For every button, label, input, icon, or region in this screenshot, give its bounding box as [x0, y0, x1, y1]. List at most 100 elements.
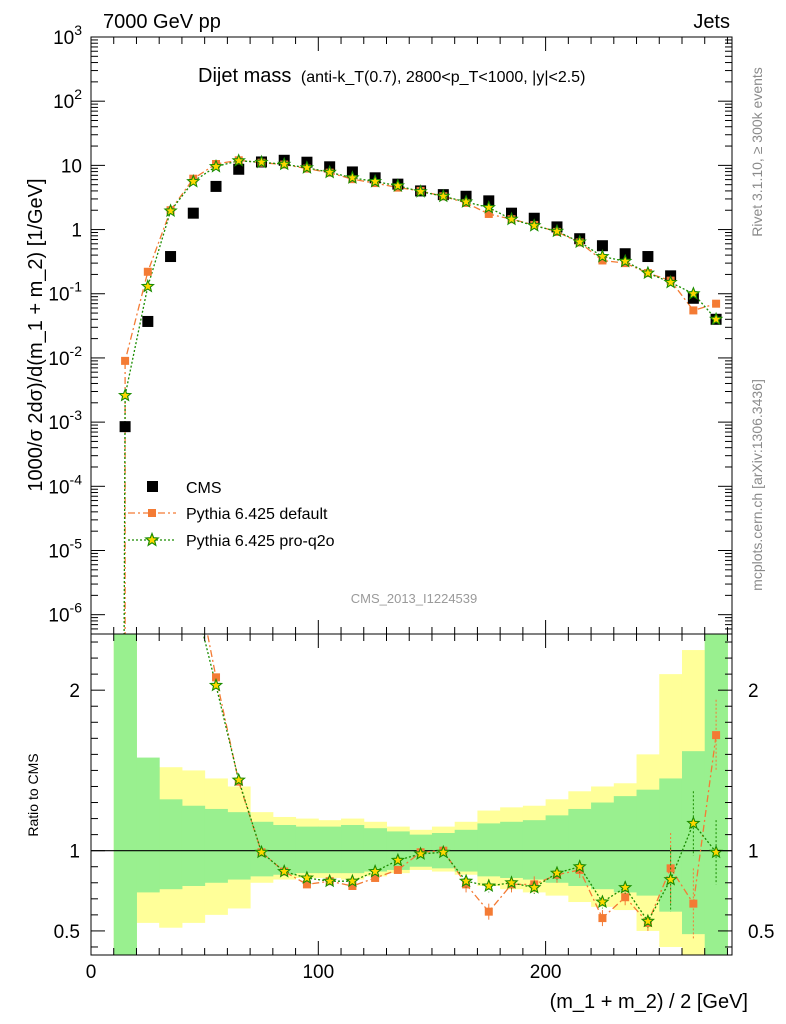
cms-point — [187, 207, 199, 219]
mcplots-label: mcplots.cern.ch [arXiv:1306.3436] — [749, 379, 765, 591]
ratio-point-default — [689, 899, 698, 908]
ratio-point-proq2o — [504, 875, 519, 889]
ratio-tick-label-right: 0.5 — [748, 922, 774, 943]
y-tick-base: 10 — [53, 92, 74, 113]
ratio-uncertainty-bands — [91, 634, 732, 955]
cms-point — [528, 212, 540, 224]
band-inner-bin — [363, 828, 387, 872]
band-inner-bin — [636, 789, 660, 896]
y-tick-label: 102 — [53, 86, 82, 113]
ratio-point-proq2o — [549, 865, 565, 880]
legend-marker-default — [148, 509, 156, 517]
band-inner-bin — [500, 821, 524, 878]
proq2o-point — [254, 154, 269, 169]
proq2o-point — [640, 265, 656, 280]
y-tick-exponent: -1 — [70, 279, 83, 295]
band-inner-bin — [227, 812, 251, 880]
cms-point — [210, 180, 222, 192]
proq2o-point — [299, 160, 315, 174]
y-tick-label: 10-3 — [48, 407, 82, 434]
ratio-point-proq2o — [572, 859, 587, 873]
ratio-point-default — [371, 873, 380, 882]
band-inner-bin — [204, 808, 228, 883]
ratio-point-default — [621, 893, 630, 902]
band-inner-bin — [591, 802, 615, 890]
cms-point — [642, 251, 654, 263]
proq2o-point — [572, 234, 587, 249]
plot-title: Dijet mass (anti-k_T(0.7), 2800<p_T<1000… — [198, 65, 585, 87]
ratio-y-axis-label: Ratio to CMS — [25, 753, 41, 836]
proq2o-point — [504, 211, 519, 226]
legend-marker-cms — [147, 481, 158, 492]
ratio-point-proq2o — [527, 880, 542, 894]
x-tick-label: 100 — [302, 962, 334, 983]
legend-marker-proq2o — [144, 531, 160, 547]
default-point — [712, 299, 721, 308]
x-axis-label: (m_1 + m_2) / 2 [GeV] — [550, 991, 748, 1013]
band-inner-bin — [522, 820, 547, 880]
band-inner-bin — [318, 826, 342, 874]
y-tick-label: 103 — [53, 22, 82, 49]
y-tick-label: 1 — [71, 221, 82, 242]
ratio-point-default — [484, 907, 493, 916]
proq2o-point — [277, 156, 292, 171]
y-axis-label: 1000/σ 2dσ)/d(m_1 + m_2) [1/GeV] — [25, 178, 47, 491]
ratio-tick-label-left: 2 — [69, 681, 80, 702]
cms-point — [619, 248, 631, 260]
ratio-point-proq2o — [595, 894, 610, 909]
rivet-label: Rivet 3.1.10, ≥ 300k events — [749, 67, 765, 237]
cms-point — [142, 315, 154, 327]
band-inner-bin — [181, 805, 206, 886]
y-tick-label: 10-5 — [48, 535, 82, 562]
ratio-point-proq2o — [640, 913, 656, 928]
ratio-point-proq2o — [458, 873, 474, 888]
band-inner-bin — [136, 757, 160, 893]
cms-point — [687, 292, 699, 304]
cms-point — [596, 240, 608, 252]
beam-label: 7000 GeV pp — [103, 11, 221, 33]
analysis-tag: CMS_2013_I1224539 — [351, 591, 478, 606]
y-tick-base: 10 — [48, 285, 69, 306]
legend-label-default: Pythia 6.425 default — [186, 506, 328, 523]
y-tick-base: 10 — [48, 606, 69, 627]
ratio-point-proq2o — [188, 588, 199, 599]
y-tick-exponent: -5 — [70, 535, 83, 551]
proq2o-point — [322, 164, 337, 179]
proq2o-point — [458, 194, 474, 208]
band-inner-bin — [113, 634, 137, 955]
y-tick-label: 10-4 — [48, 471, 82, 498]
ratio-point-proq2o — [686, 815, 701, 830]
ratio-point-proq2o — [413, 846, 428, 860]
y-tick-base: 10 — [48, 413, 69, 434]
default-point — [598, 256, 607, 265]
ratio-point-proq2o — [231, 772, 246, 787]
ratio-point-proq2o — [322, 873, 337, 888]
ratio-point-proq2o — [436, 844, 451, 859]
proq2o-point — [186, 173, 201, 188]
ratio-point-proq2o — [254, 844, 269, 859]
main-series-layer — [117, 153, 724, 634]
default-point — [143, 267, 152, 276]
band-inner-bin — [341, 824, 365, 874]
process-label: Jets — [693, 11, 730, 33]
proq2o-point — [663, 274, 678, 289]
plot-title-main: Dijet mass — [198, 65, 291, 87]
y-tick-label: 10-6 — [48, 600, 82, 627]
y-tick-exponent: -2 — [70, 343, 83, 359]
band-inner-bin — [613, 796, 638, 893]
proq2o-point — [345, 170, 360, 184]
proq2o-point — [686, 286, 701, 300]
y-tick-base: 10 — [53, 28, 74, 49]
plot-title-detail: (anti-k_T(0.7), 2800<p_T<1000, |y|<2.5) — [301, 69, 585, 86]
y-tick-label: 10-1 — [48, 279, 82, 306]
ratio-point-default — [302, 880, 311, 889]
proq2o-point — [367, 174, 383, 188]
ratio-point-default — [348, 881, 357, 890]
ratio-point-proq2o — [663, 872, 678, 886]
band-inner-bin — [477, 823, 501, 877]
proq2o-point — [163, 203, 178, 218]
legend-label-proq2o: Pythia 6.425 pro-q2o — [186, 533, 335, 550]
x-tick-label: 200 — [530, 962, 562, 983]
proq2o-point — [549, 223, 565, 238]
